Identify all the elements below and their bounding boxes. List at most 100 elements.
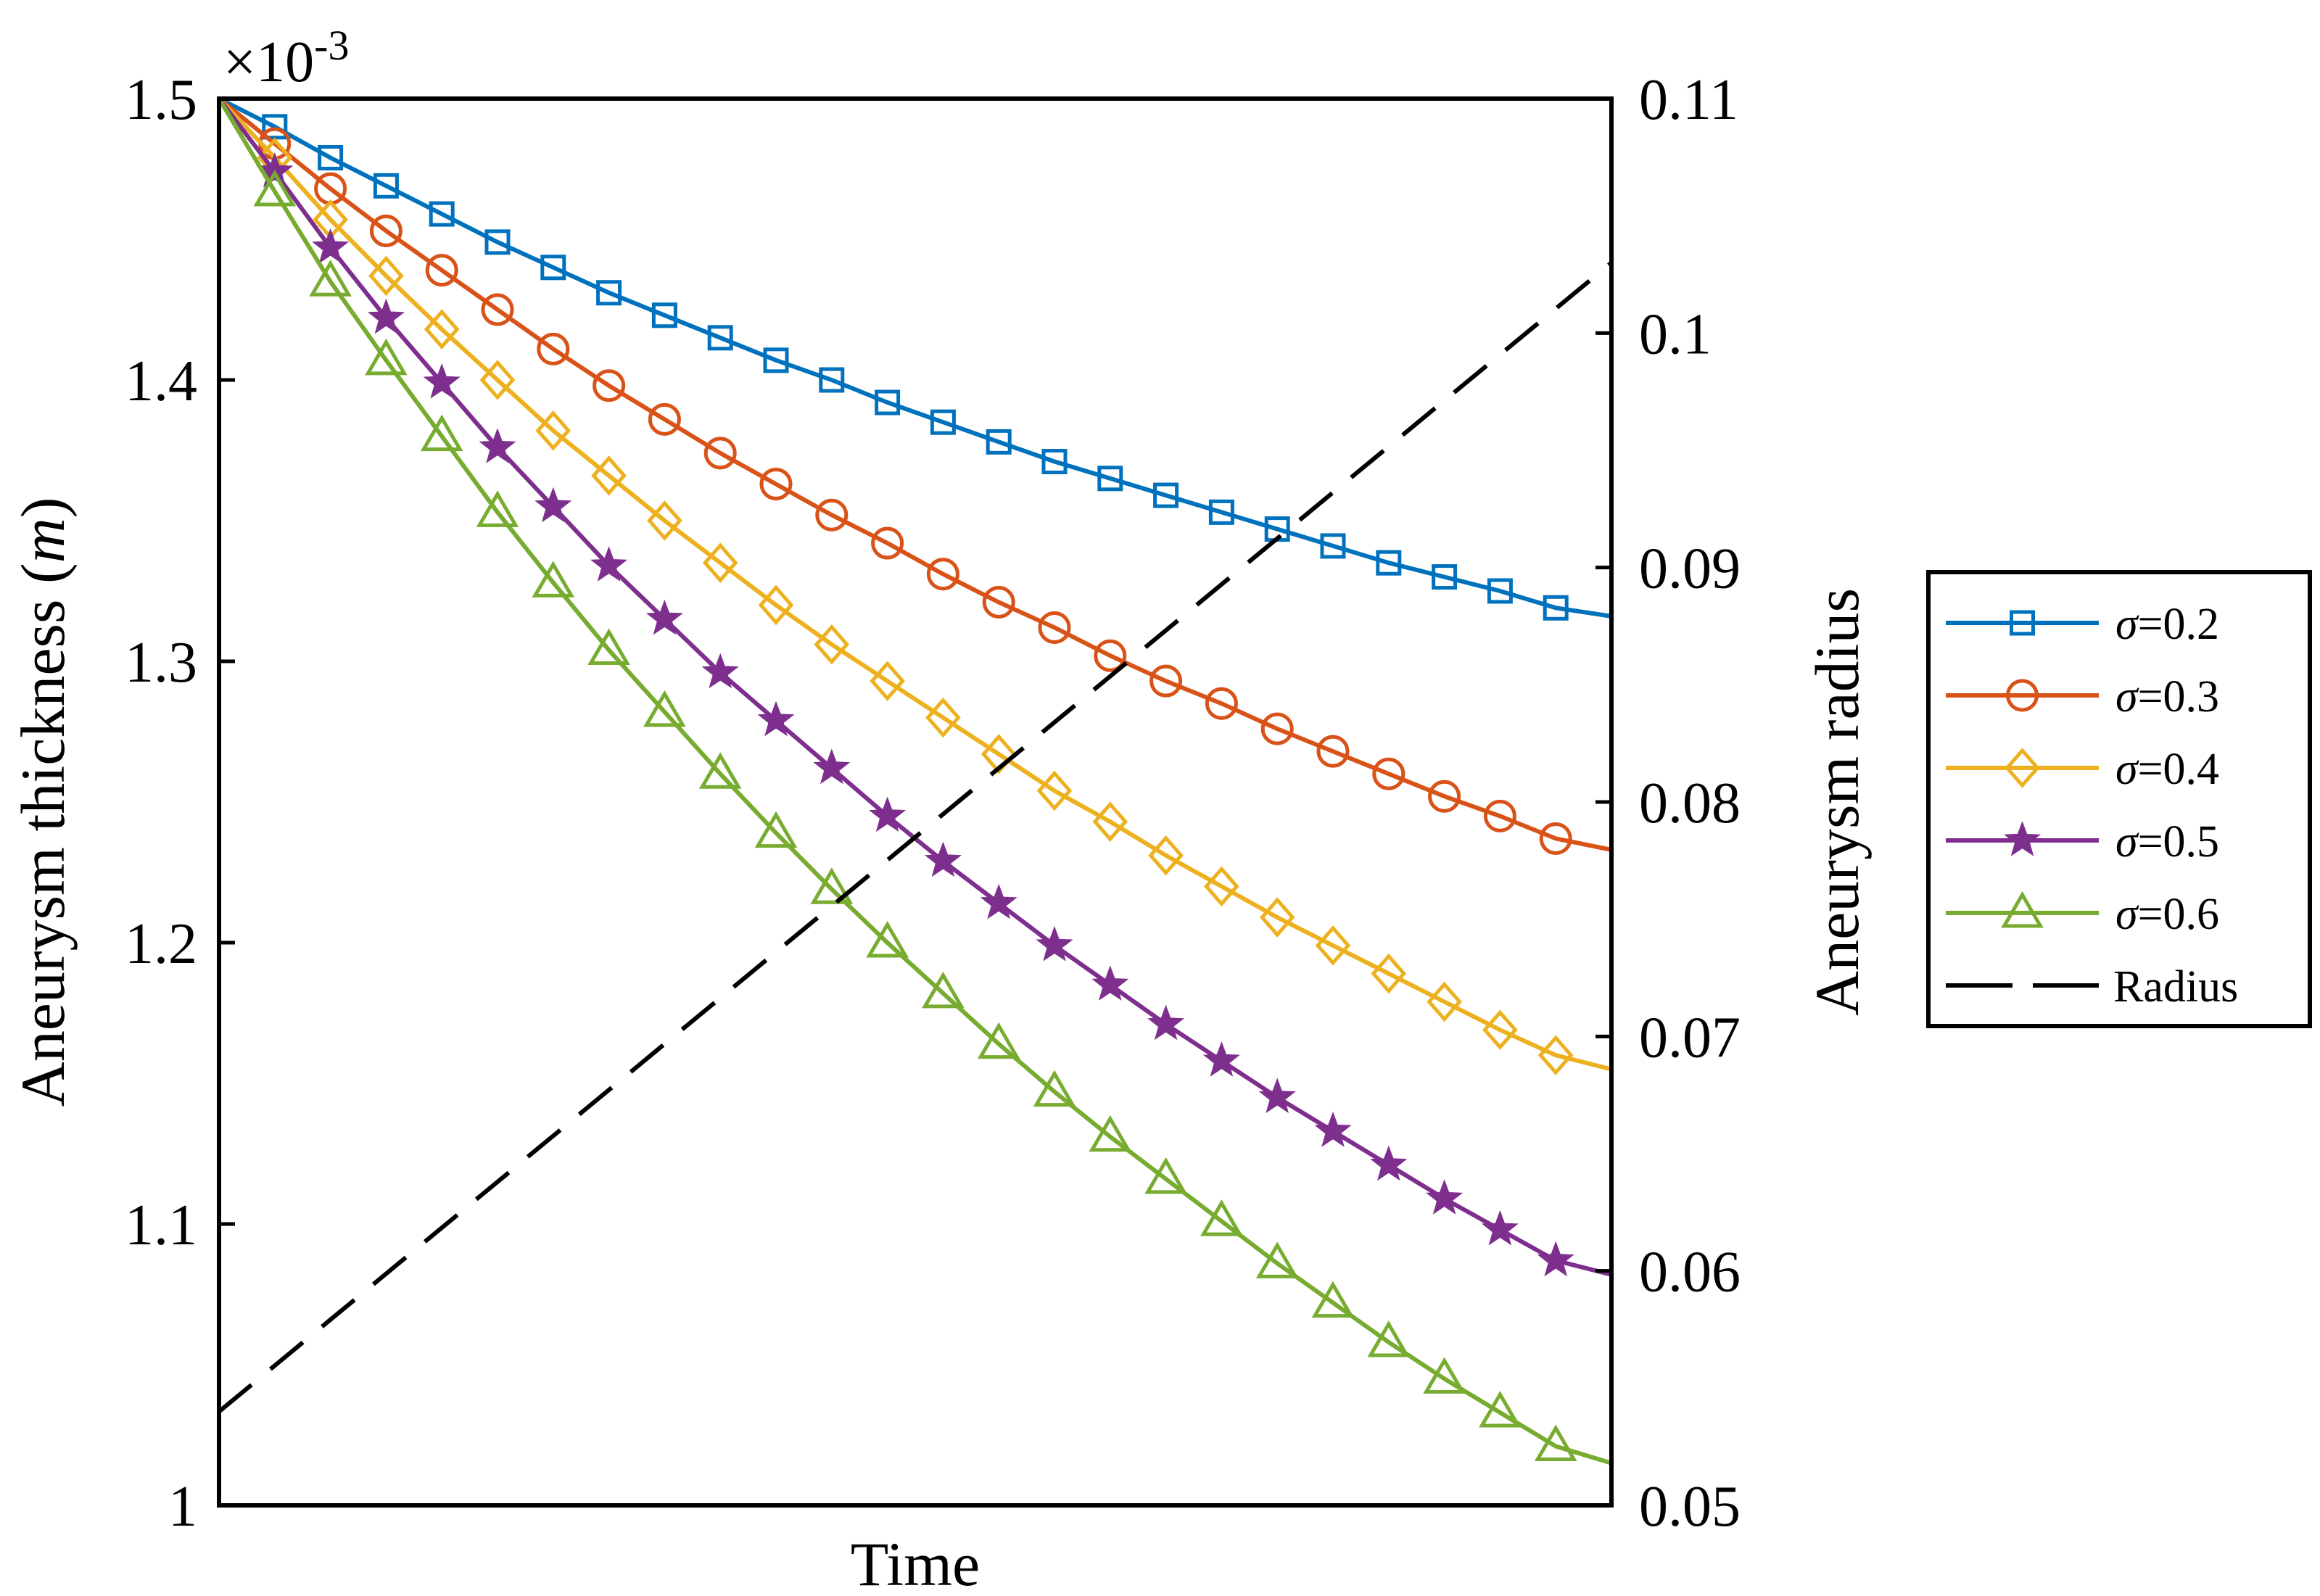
data-point (590, 546, 628, 582)
legend-entry: σ=0.6 (1946, 890, 2219, 939)
data-point (982, 586, 1015, 619)
series-radius (218, 260, 1613, 1414)
legend-entry: Radius (1946, 962, 2238, 1012)
data-point (309, 260, 352, 297)
left-tick-label: 1.3 (125, 631, 197, 695)
data-point (1315, 925, 1351, 966)
data-point (926, 558, 959, 591)
data-point (481, 293, 514, 326)
legend-entry: σ=0.5 (1946, 817, 2219, 867)
data-point (534, 487, 572, 523)
data-point (1205, 687, 1238, 720)
legend-sigma: σ (2115, 890, 2139, 939)
data-point (981, 734, 1017, 774)
data-point (1376, 550, 1402, 576)
data-point (810, 867, 854, 904)
legend-box (1926, 570, 2312, 1028)
data-point (1033, 1070, 1076, 1107)
data-point (1208, 499, 1234, 525)
legend-value: =0.5 (2138, 817, 2219, 867)
data-point (1260, 712, 1294, 745)
data-point (754, 811, 798, 848)
right-tick-label: 0.09 (1639, 537, 1741, 601)
data-point (815, 498, 849, 532)
data-point (1432, 564, 1458, 590)
data-point (368, 255, 404, 297)
left-tick-label: 1.4 (125, 350, 197, 413)
data-point (532, 561, 575, 598)
data-point (759, 468, 793, 501)
data-point (429, 201, 455, 227)
data-point (869, 796, 907, 832)
data-point (591, 455, 627, 496)
legend-value: =0.4 (2138, 745, 2219, 794)
data-point (924, 841, 962, 877)
legend-value: =0.3 (2138, 672, 2219, 721)
legend-label: σ=0.2 (2115, 600, 2219, 649)
legend-sigma: σ (2115, 600, 2139, 649)
data-point (707, 325, 733, 351)
data-point (420, 414, 463, 452)
data-point (587, 628, 630, 665)
legend-sigma: σ (2115, 672, 2139, 721)
right-tick-label: 0.07 (1639, 1006, 1741, 1070)
data-point (312, 228, 350, 264)
data-point (1482, 1009, 1518, 1051)
right-tick-label: 0.1 (1639, 302, 1712, 366)
data-point (1097, 466, 1123, 492)
series-line (218, 96, 1612, 619)
data-point (1147, 1004, 1185, 1041)
data-point (648, 402, 681, 436)
data-point (1149, 664, 1183, 698)
data-point (479, 428, 516, 463)
left-y-axis: 1 1.1 1.2 1.3 1.4 1.5 (125, 68, 235, 1539)
data-point (1370, 1145, 1408, 1181)
data-point (1537, 1241, 1574, 1277)
data-point (367, 298, 405, 334)
data-point (1367, 1320, 1411, 1357)
series-sigma-4 (217, 97, 1612, 1465)
y-left-label-prefix: Aneurysm thickness ( (8, 563, 78, 1107)
x-axis-label: Time (851, 1529, 980, 1596)
data-point (757, 700, 795, 737)
left-tick-label: 1.2 (125, 912, 197, 976)
data-point (1487, 578, 1513, 604)
data-point (1481, 1210, 1519, 1246)
legend-entry: σ=0.2 (1946, 600, 2219, 649)
data-point (253, 170, 297, 207)
data-point (1258, 1078, 1296, 1114)
data-point (476, 490, 519, 527)
data-point (535, 410, 571, 451)
y-left-label-unit: m (8, 518, 78, 563)
data-point (318, 144, 344, 170)
data-point (875, 389, 901, 415)
legend-value: =0.2 (2138, 600, 2219, 649)
data-point (1426, 1179, 1464, 1215)
legend-label: σ=0.5 (2115, 817, 2219, 867)
data-point (1539, 822, 1572, 855)
left-tick-label: 1.5 (125, 68, 197, 132)
data-point (1372, 757, 1405, 790)
legend-label: Radius (2113, 962, 2238, 1012)
data-point (425, 254, 458, 287)
right-y-axis: 0.05 0.06 0.07 0.08 0.09 0.1 0.11 (1595, 68, 1741, 1539)
data-point (479, 360, 516, 400)
data-point (1534, 1424, 1577, 1462)
data-point (1094, 639, 1127, 672)
data-point (593, 369, 626, 402)
data-point (1483, 799, 1516, 832)
series-sigma-2 (217, 96, 1612, 1075)
y-exponent-label: ×10-3 (223, 22, 349, 94)
data-point (1091, 965, 1129, 1001)
data-point (424, 309, 460, 350)
y-left-label-suffix: ) (8, 497, 78, 518)
data-point (1036, 770, 1073, 811)
data-point (1144, 1157, 1187, 1194)
data-point (814, 624, 850, 665)
legend-label: σ=0.6 (2115, 890, 2219, 939)
series-line-radius (218, 260, 1613, 1414)
legend-value: =0.6 (2138, 890, 2219, 939)
data-point (925, 697, 961, 738)
